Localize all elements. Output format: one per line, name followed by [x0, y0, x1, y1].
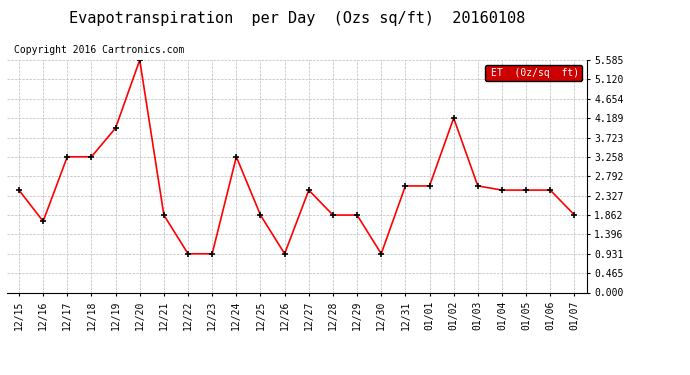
Text: Copyright 2016 Cartronics.com: Copyright 2016 Cartronics.com	[14, 45, 184, 55]
Legend: ET  (0z/sq  ft): ET (0z/sq ft)	[485, 65, 582, 81]
Text: Evapotranspiration  per Day  (Ozs sq/ft)  20160108: Evapotranspiration per Day (Ozs sq/ft) 2…	[68, 11, 525, 26]
